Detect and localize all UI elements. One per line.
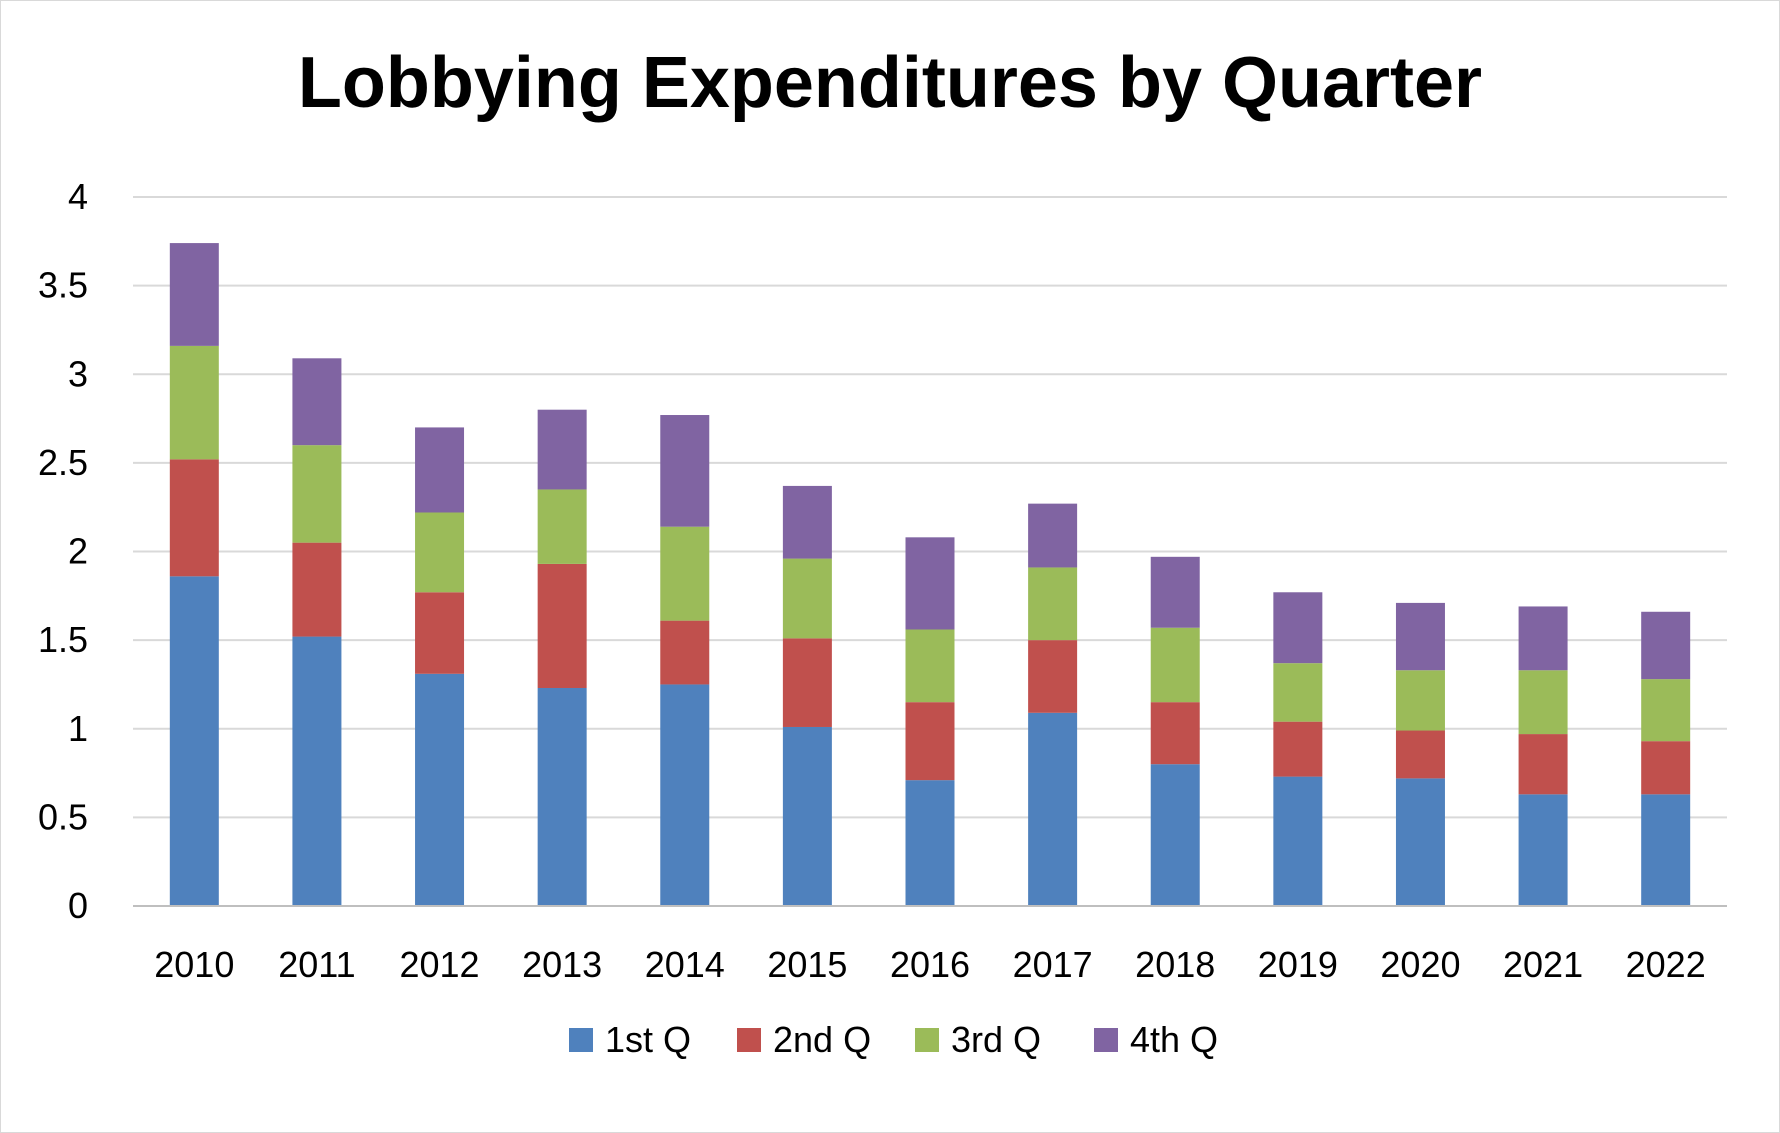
legend-label: 1st Q xyxy=(605,1019,691,1060)
bar-segment xyxy=(1518,670,1568,735)
x-tick-label: 2013 xyxy=(522,944,602,985)
bar-segment xyxy=(1395,670,1445,731)
bar-segment xyxy=(537,489,587,564)
bar-segment xyxy=(1518,794,1568,906)
x-tick-label: 2011 xyxy=(278,944,355,985)
bar-segment xyxy=(660,526,710,621)
y-axis-ticks: 0 0.5 1 1.5 2 2.5 3 3.5 4 xyxy=(38,176,88,926)
bar-segment xyxy=(1150,702,1200,765)
x-tick-label: 2020 xyxy=(1380,944,1460,985)
y-tick-label: 3.5 xyxy=(38,265,88,306)
x-tick-label: 2010 xyxy=(154,944,234,985)
bar-segment xyxy=(905,537,955,630)
bar-segment xyxy=(1150,556,1200,628)
bar-segment xyxy=(169,459,219,577)
legend-swatch xyxy=(915,1028,939,1052)
legend-swatch xyxy=(1094,1028,1118,1052)
x-tick-label: 2012 xyxy=(399,944,479,985)
bar-segment xyxy=(1150,764,1200,906)
bar-segment xyxy=(1150,627,1200,703)
bar-segment xyxy=(782,558,832,639)
bar-segment xyxy=(1641,741,1691,795)
y-tick-label: 3 xyxy=(68,353,88,394)
bar-segment xyxy=(1273,592,1323,664)
x-tick-label: 2021 xyxy=(1503,944,1583,985)
bar-segment xyxy=(782,726,832,906)
x-tick-label: 2018 xyxy=(1135,944,1215,985)
bar-segment xyxy=(660,684,710,906)
bar-segment xyxy=(1641,679,1691,742)
bar-segment xyxy=(537,687,587,906)
bar-segment xyxy=(292,358,342,446)
y-tick-label: 2.5 xyxy=(38,442,88,483)
bar-segment xyxy=(537,563,587,688)
y-tick-label: 2 xyxy=(68,531,88,572)
y-tick-label: 4 xyxy=(68,176,88,217)
bar-segment xyxy=(415,592,465,674)
y-tick-label: 1.5 xyxy=(38,619,88,660)
legend-label: 3rd Q xyxy=(951,1019,1041,1060)
bar-segment xyxy=(415,512,465,593)
bar-segment xyxy=(1028,712,1078,906)
bars xyxy=(169,243,1691,906)
legend-swatch xyxy=(569,1028,593,1052)
bar-segment xyxy=(1028,640,1078,713)
legend-swatch xyxy=(737,1028,761,1052)
bar-segment xyxy=(169,345,219,460)
bar-segment xyxy=(292,636,342,906)
bar-segment xyxy=(1641,794,1691,906)
bar-segment xyxy=(1028,567,1078,641)
bar-segment xyxy=(1395,778,1445,906)
bar-segment xyxy=(905,780,955,906)
x-tick-label: 2017 xyxy=(1013,944,1093,985)
bar-segment xyxy=(782,485,832,559)
bar-segment xyxy=(169,576,219,906)
bar-segment xyxy=(782,638,832,727)
x-axis-ticks: 2010 2011 2012 2013 2014 2015 2016 2017 2018 2019… xyxy=(154,944,1705,985)
bar-segment xyxy=(1641,611,1691,680)
legend-label: 4th Q xyxy=(1130,1019,1218,1060)
bar-segment xyxy=(1028,503,1078,568)
bar-segment xyxy=(292,542,342,637)
bar-segment xyxy=(1518,606,1568,671)
y-tick-label: 0 xyxy=(68,885,88,926)
legend: 1st Q 2nd Q 3rd Q 4th Q xyxy=(569,1019,1218,1060)
bar-segment xyxy=(905,629,955,703)
bar-segment xyxy=(1273,663,1323,722)
x-tick-label: 2016 xyxy=(890,944,970,985)
bar-segment xyxy=(1273,776,1323,906)
bar-segment xyxy=(1518,734,1568,795)
bar-segment xyxy=(1273,721,1323,777)
legend-label: 2nd Q xyxy=(773,1019,871,1060)
bar-segment xyxy=(415,427,465,513)
x-tick-label: 2022 xyxy=(1626,944,1706,985)
bar-segment xyxy=(660,620,710,685)
y-tick-label: 1 xyxy=(68,708,88,749)
x-tick-label: 2019 xyxy=(1258,944,1338,985)
y-tick-label: 0.5 xyxy=(38,796,88,837)
bar-segment xyxy=(169,243,219,346)
chart-title: Lobbying Expenditures by Quarter xyxy=(297,43,1483,123)
x-tick-label: 2014 xyxy=(645,944,725,985)
bar-segment xyxy=(1395,602,1445,671)
x-tick-label: 2015 xyxy=(767,944,847,985)
bar-segment xyxy=(905,702,955,781)
bar-segment xyxy=(415,673,465,906)
bar-segment xyxy=(537,409,587,490)
bar-segment xyxy=(292,445,342,543)
bar-segment xyxy=(660,415,710,527)
bar-segment xyxy=(1395,730,1445,779)
